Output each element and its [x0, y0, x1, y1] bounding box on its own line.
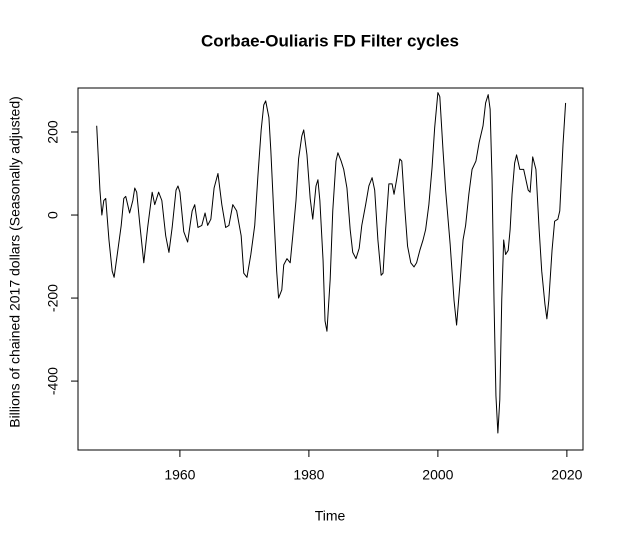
- y-axis-label: Billions of chained 2017 dollars (Season…: [7, 96, 23, 428]
- data-line: [96, 92, 567, 434]
- y-tick-label: 200: [45, 120, 61, 144]
- x-axis-label: Time: [315, 508, 346, 524]
- y-tick-label: -400: [45, 367, 61, 395]
- y-tick-label: 0: [45, 211, 61, 219]
- x-tick-label: 2020: [551, 467, 582, 483]
- chart-title: Corbae-Ouliaris FD Filter cycles: [201, 31, 459, 50]
- x-tick-label: 1980: [293, 467, 324, 483]
- y-tick-label: -200: [45, 284, 61, 312]
- x-tick-label: 1960: [164, 467, 195, 483]
- x-tick-label: 2000: [422, 467, 453, 483]
